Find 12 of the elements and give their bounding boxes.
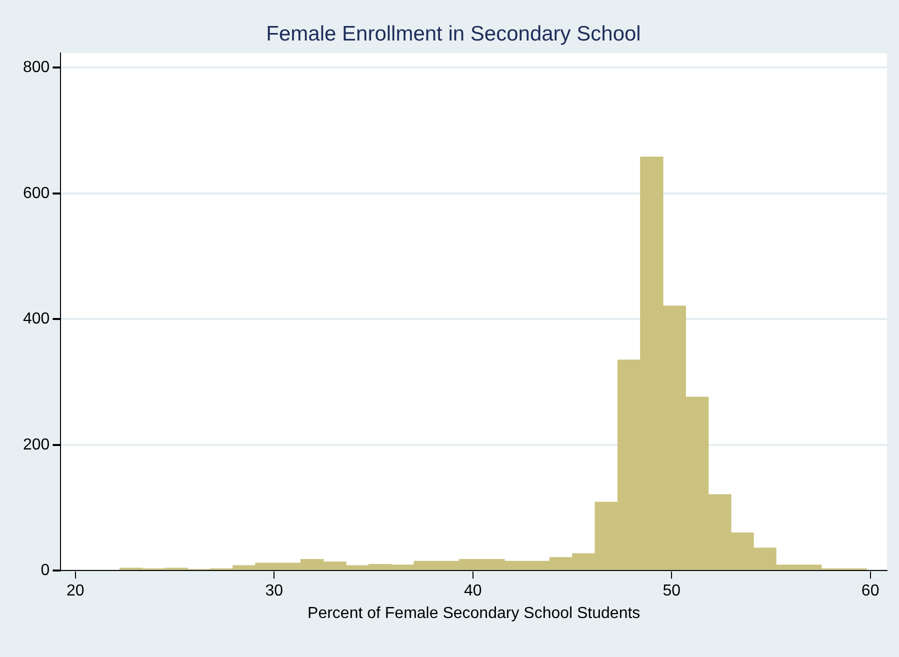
y-tick-label: 0 [40, 562, 50, 580]
x-tick-label: 40 [464, 582, 482, 600]
chart-title: Female Enrollment in Secondary School [266, 22, 641, 46]
x-tick-label: 30 [265, 582, 284, 600]
x-tick-label: 50 [662, 582, 681, 600]
x-tick-label: 20 [66, 582, 84, 600]
y-tick-label: 400 [22, 310, 50, 328]
y-tick-label: 200 [22, 436, 50, 454]
x-axis-title: Percent of Female Secondary School Students [308, 604, 640, 622]
y-tick-label: 600 [22, 184, 50, 202]
y-tick-label: 800 [22, 59, 50, 76]
x-tick-label: 60 [861, 582, 880, 600]
